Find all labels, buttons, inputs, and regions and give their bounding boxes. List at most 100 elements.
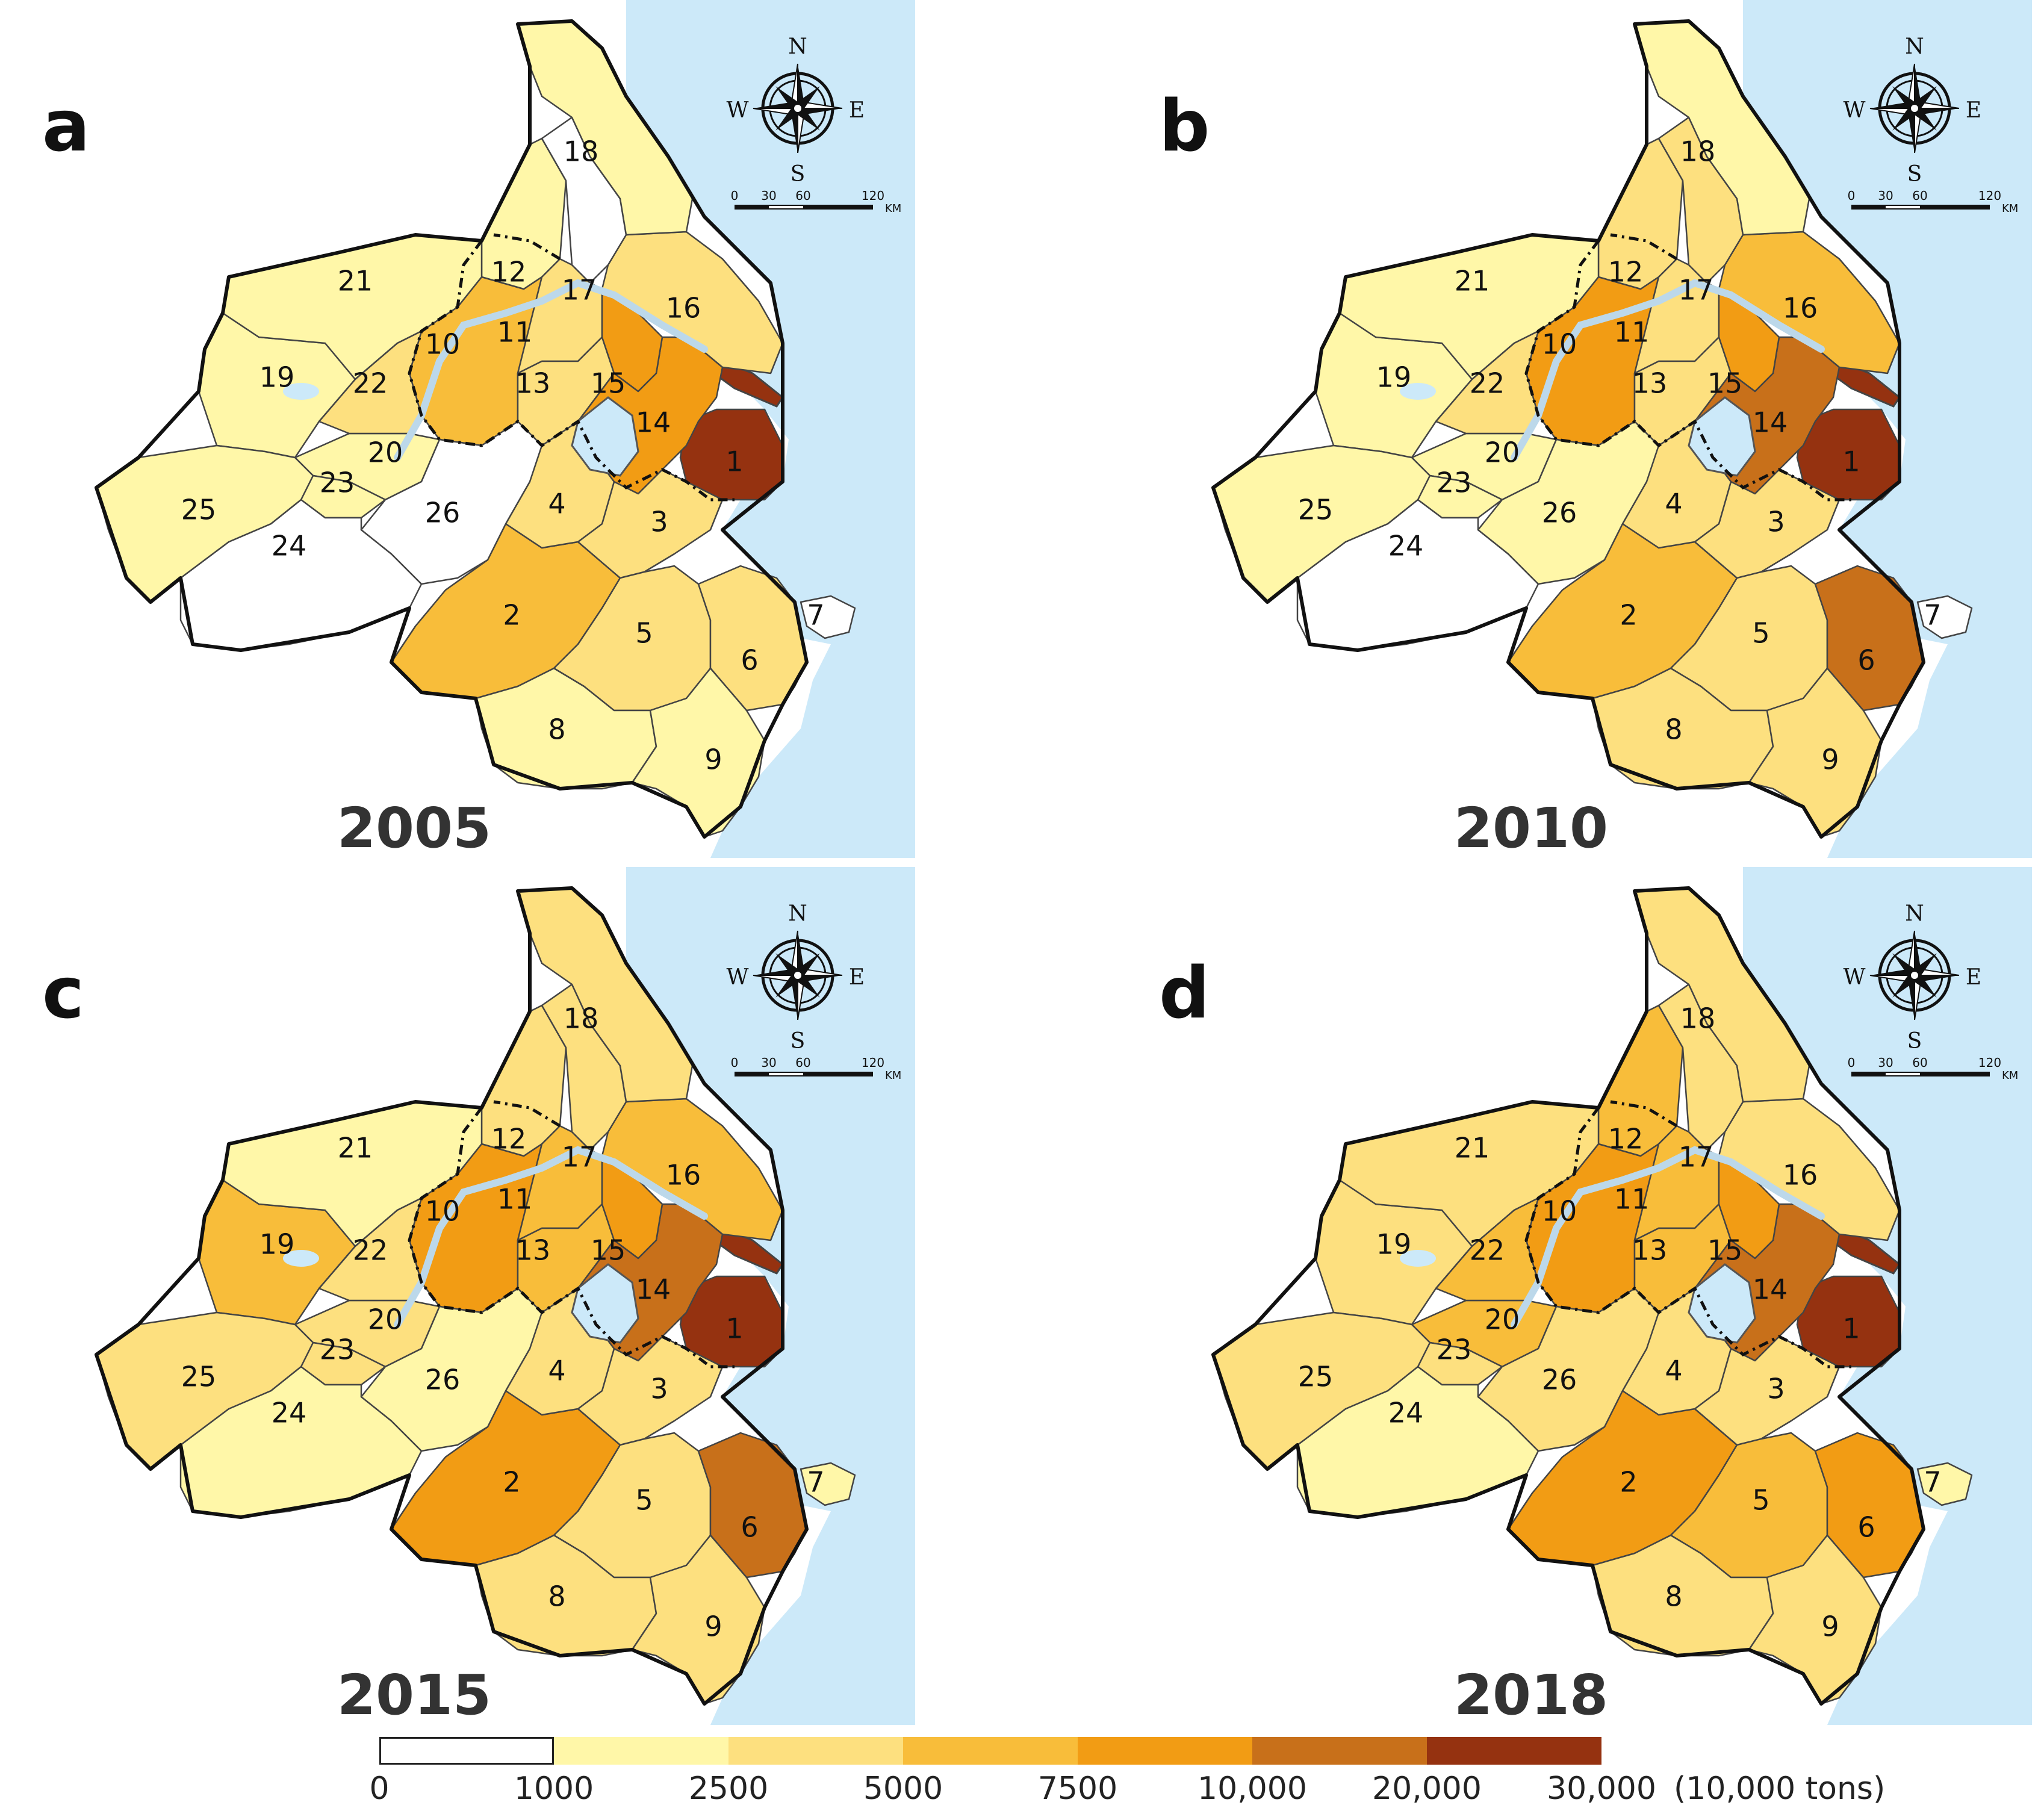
region-7 — [800, 1462, 856, 1506]
panel-letter: a — [42, 84, 90, 167]
region-label: 17 — [562, 274, 597, 306]
region-label: 8 — [548, 713, 565, 746]
region-label: 9 — [704, 744, 722, 776]
region-16 — [601, 231, 784, 374]
panel-letter: d — [1159, 951, 1210, 1034]
island — [1981, 572, 1998, 584]
map-panel-c: 1 2 3 4 5 6 7 8 9 10 11 12 13 14 15 16 17 18 19 20 21 22 23 24 2… — [0, 867, 927, 1725]
study-area-outline — [1211, 19, 1925, 839]
region-label: 6 — [1857, 644, 1875, 677]
taihu-lake — [1688, 396, 1756, 477]
province-boundary — [1610, 233, 1678, 261]
legend-bin — [728, 1737, 903, 1765]
scale-tick-label: 60 — [1912, 1055, 1927, 1070]
region-label: 16 — [666, 292, 701, 325]
legend-tick-label: 30,000 — [1547, 1771, 1656, 1807]
region-label: 1 — [725, 1313, 743, 1345]
region-label: 19 — [1376, 1228, 1412, 1261]
island — [1960, 684, 1972, 701]
region-label: 26 — [425, 1364, 461, 1396]
region-label: 25 — [181, 494, 217, 526]
sea-area — [1743, 867, 2032, 1725]
region-15 — [1718, 1155, 1780, 1260]
region-7 — [1916, 595, 1973, 639]
region-label: 26 — [1542, 1364, 1577, 1396]
island — [865, 572, 881, 584]
island — [831, 1404, 843, 1414]
region-label: 21 — [1455, 265, 1490, 297]
compass-west-label: W — [726, 965, 748, 990]
panel-year: 2018 — [1454, 1663, 1609, 1727]
legend-tick-label: 0 — [369, 1771, 390, 1807]
scale-tick-label: 60 — [795, 1055, 810, 1070]
map-panel-a: 1 2 3 4 5 6 7 8 9 10 11 12 13 14 15 16 17 18 19 20 21 22 23 24 2… — [0, 0, 927, 858]
region-label: 25 — [181, 1361, 217, 1393]
legend-tick-label: 1000 — [514, 1771, 594, 1807]
region-label: 16 — [666, 1159, 701, 1191]
region-label: 4 — [1665, 488, 1682, 520]
region-label: 20 — [1485, 1303, 1520, 1336]
compass-north-label: N — [788, 901, 807, 926]
region-label: 22 — [353, 1234, 388, 1267]
legend-unit-label: (10,000 tons) — [1674, 1771, 1886, 1807]
region-label: 5 — [635, 617, 653, 650]
island — [1868, 796, 1883, 806]
chaohu-lake — [1400, 383, 1436, 400]
region-label: 8 — [1665, 1580, 1682, 1613]
scale-tick-label: 0 — [731, 1055, 739, 1070]
compass-east-label: E — [1966, 965, 1981, 990]
region-label: 7 — [807, 1466, 824, 1499]
island — [1948, 1404, 1960, 1414]
region-label: 13 — [1632, 367, 1668, 400]
island — [751, 796, 766, 806]
region-label: 3 — [650, 506, 668, 538]
region-label: 11 — [497, 316, 533, 349]
region-label: 4 — [548, 488, 565, 520]
region-label: 10 — [1542, 328, 1577, 361]
legend-bin — [1078, 1737, 1252, 1765]
study-area-outline — [1211, 886, 1925, 1706]
compass-rose-icon: N S E W — [726, 901, 865, 1054]
study-area-outline — [95, 886, 809, 1706]
legend-bin — [1427, 1737, 1601, 1765]
study-area-outline — [95, 19, 809, 839]
yangtze-river — [394, 1146, 708, 1328]
region-label: 24 — [1388, 530, 1424, 562]
region-label: 3 — [650, 1373, 668, 1405]
scale-unit-label: KM — [2002, 202, 2018, 215]
map-panel-d: 1 2 3 4 5 6 7 8 9 10 11 12 13 14 15 16 17 18 19 20 21 22 23 24 2… — [1117, 867, 2044, 1725]
region-label: 10 — [1542, 1195, 1577, 1228]
compass-east-label: E — [849, 965, 865, 990]
region-label: 23 — [1437, 467, 1472, 499]
region-label: 5 — [635, 1484, 653, 1517]
region-label: 17 — [1679, 274, 1714, 306]
region-label: 10 — [425, 328, 461, 361]
region-7 — [1916, 1462, 1973, 1506]
region-label: 12 — [491, 256, 527, 288]
province-boundary — [1610, 1100, 1678, 1128]
island — [843, 1551, 855, 1568]
region-label: 21 — [338, 1132, 373, 1164]
region-label: 6 — [741, 644, 758, 677]
region-label: 9 — [704, 1611, 722, 1643]
region-label: 19 — [1376, 361, 1412, 394]
region-label: 14 — [636, 1273, 671, 1306]
region-label: 16 — [1783, 1159, 1818, 1191]
scale-tick-label: 60 — [1912, 188, 1927, 203]
region-label: 9 — [1821, 1611, 1839, 1643]
yangtze-river — [1511, 1146, 1825, 1328]
region-label: 9 — [1821, 744, 1839, 776]
region-label: 18 — [1680, 1002, 1716, 1035]
region-label: 2 — [1620, 1466, 1637, 1499]
compass-south-label: S — [791, 162, 806, 187]
region-label: 18 — [564, 135, 599, 168]
island — [843, 684, 855, 701]
region-label: 13 — [515, 367, 551, 400]
province-boundary — [1524, 240, 1851, 502]
region-label: 8 — [548, 1580, 565, 1613]
legend-bin — [554, 1737, 728, 1765]
